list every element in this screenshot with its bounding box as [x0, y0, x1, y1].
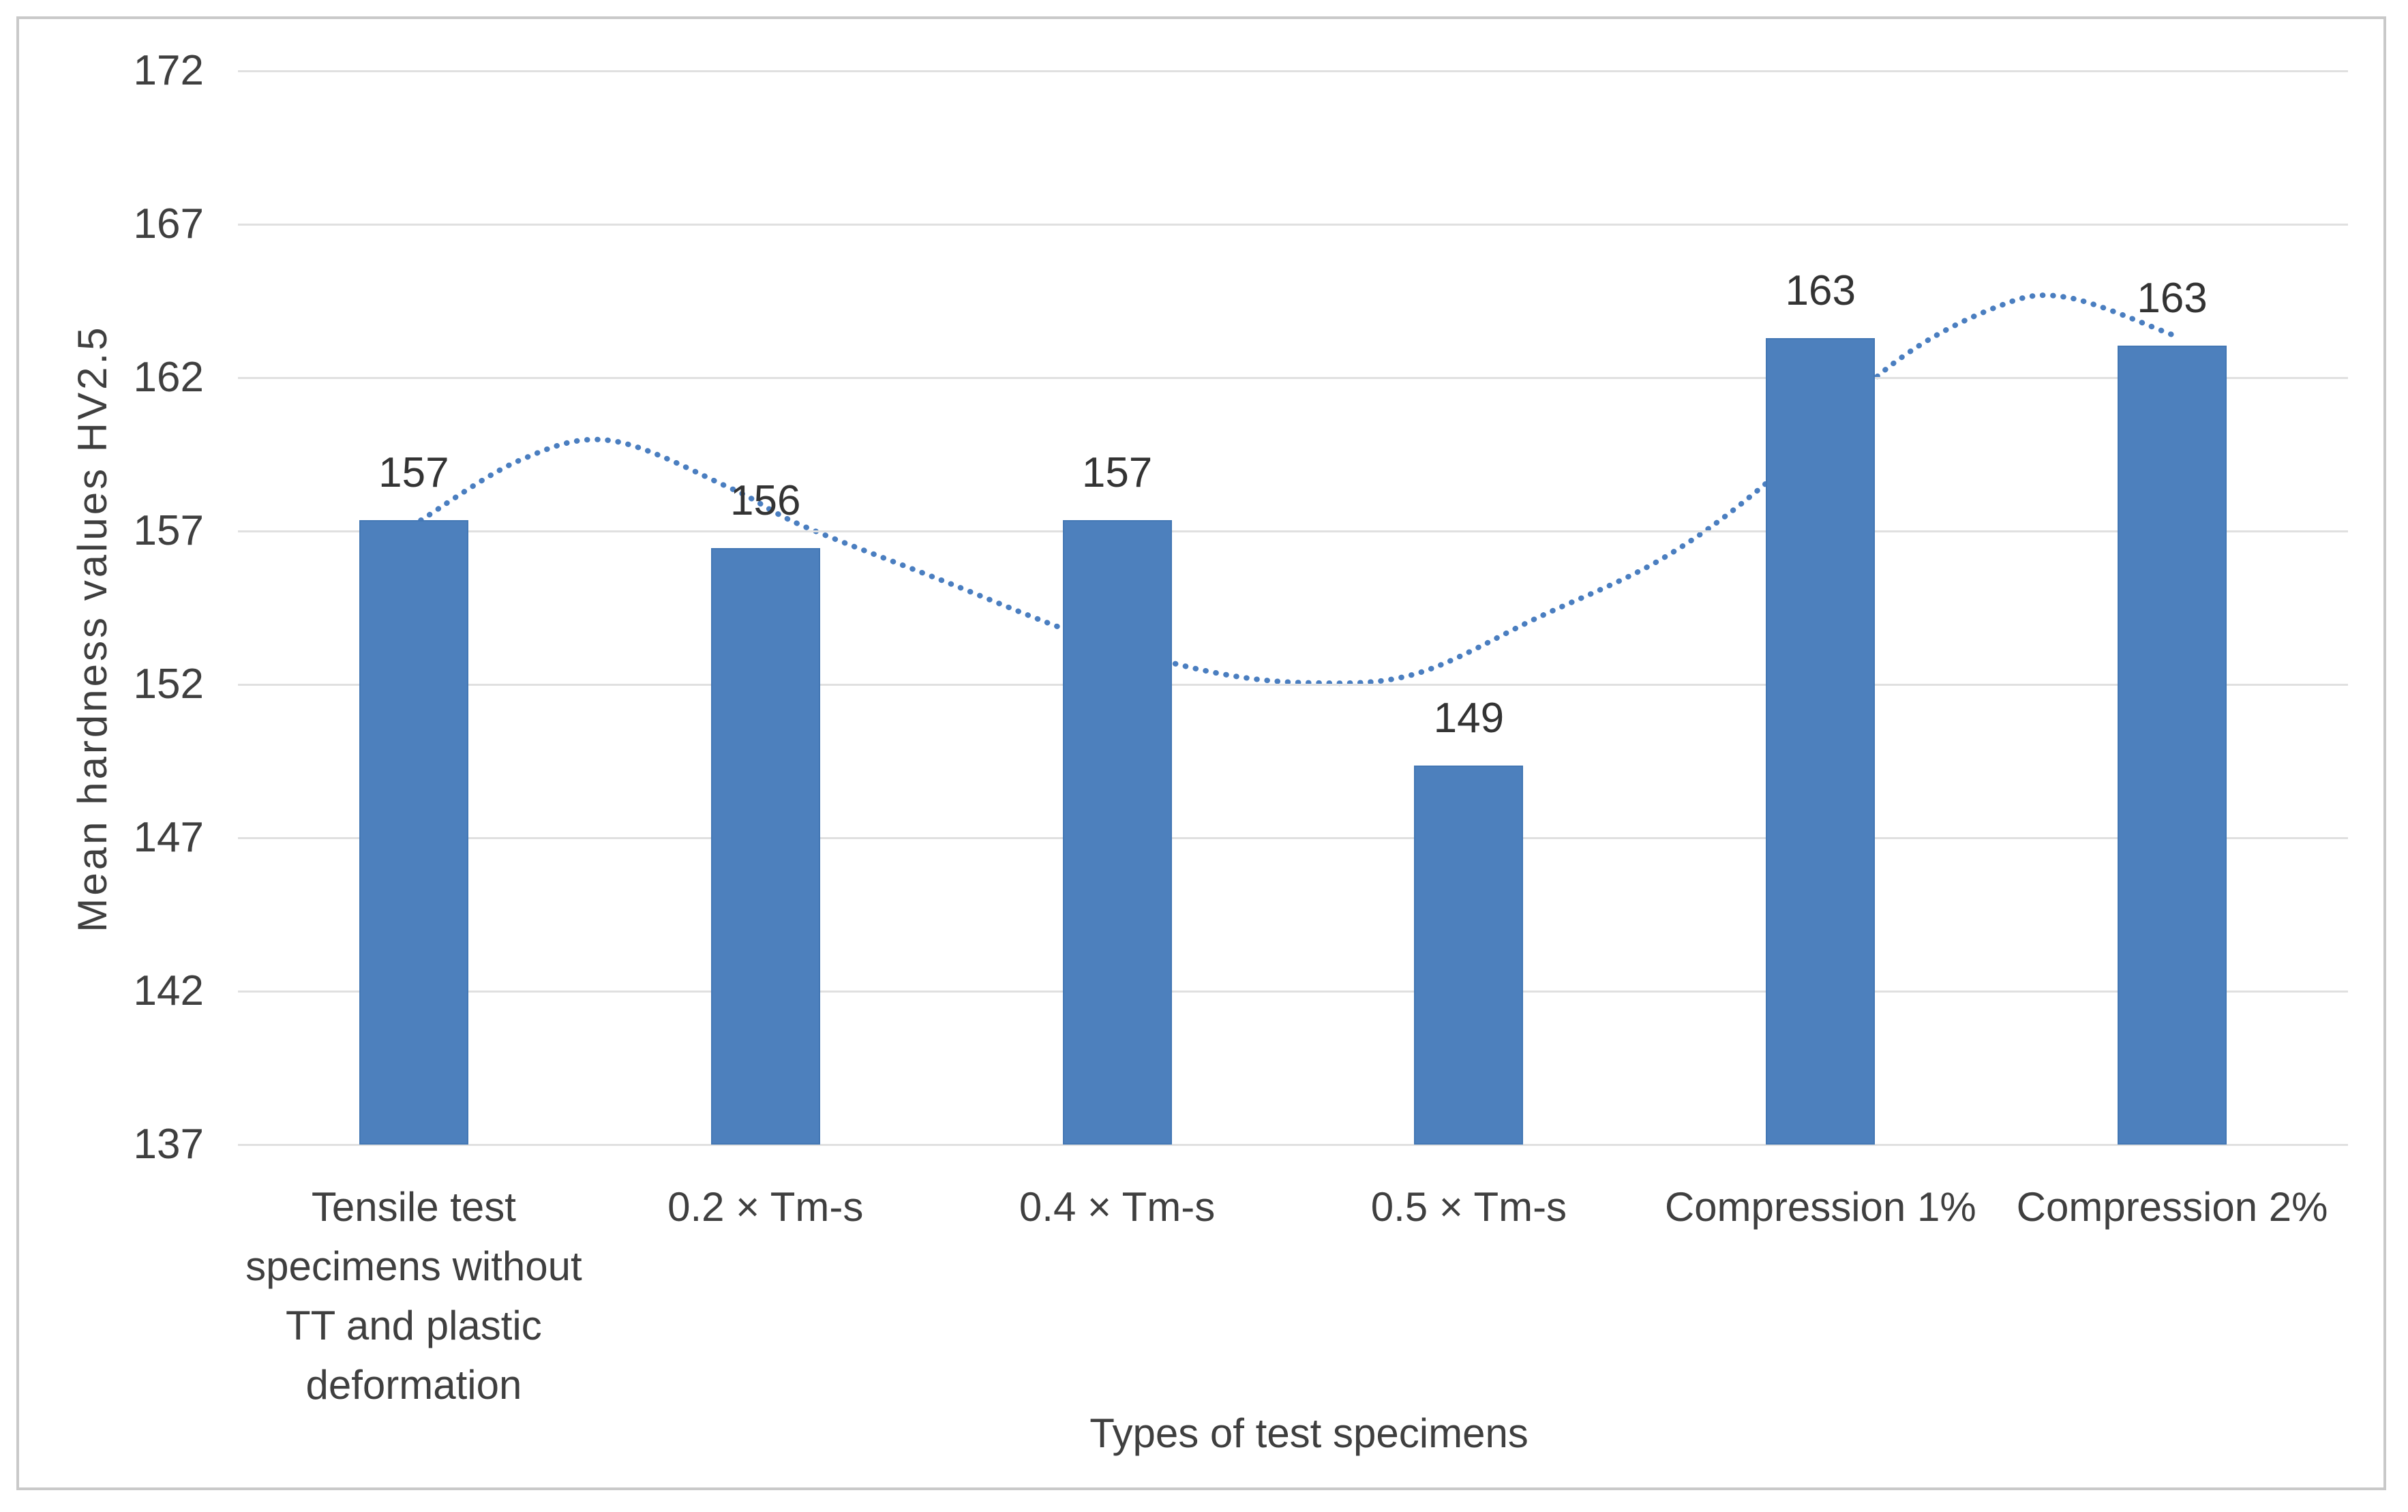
- y-tick-label-147: 147: [133, 814, 204, 861]
- y-tick-label-157: 157: [133, 507, 204, 554]
- bar-5: [1766, 337, 1876, 1145]
- x-category-label-6: Compression 2%: [2016, 1184, 2328, 1230]
- trendline-svg: [418, 292, 2176, 686]
- gridline-137: [238, 1144, 2348, 1146]
- x-category-label-4: 0.5 × Tm-s: [1370, 1184, 1567, 1230]
- y-tick-label-137: 137: [133, 1121, 204, 1168]
- x-category-label-3: 0.4 × Tm-s: [1019, 1184, 1216, 1230]
- bar-4: [1414, 766, 1524, 1145]
- x-category-label-1: Tensile test specimens without TT and pl…: [245, 1184, 582, 1408]
- y-tick-labels-layer: 172 167 162 157 152 147 142 137: [19, 19, 2383, 1487]
- data-label-6: 163: [2137, 274, 2208, 322]
- y-tick-label-172: 172: [133, 47, 204, 94]
- y-tick-label-152: 152: [133, 661, 204, 708]
- data-labels-layer: 157 156 157 149 163 163: [19, 19, 2383, 1487]
- x-axis-title: Types of test specimens: [1089, 1410, 1529, 1456]
- bar-3: [1062, 520, 1172, 1145]
- gridline-162: [238, 377, 2348, 379]
- gridline-157: [238, 530, 2348, 532]
- data-label-1: 157: [378, 449, 449, 497]
- y-axis-title: Mean hardness values HV2.5: [70, 324, 115, 933]
- data-label-5: 163: [1785, 267, 1856, 314]
- gridline-167: [238, 224, 2348, 226]
- data-label-3: 157: [1081, 449, 1153, 497]
- y-tick-label-142: 142: [133, 967, 204, 1014]
- gridline-152: [238, 684, 2348, 686]
- bar-6: [2118, 345, 2227, 1145]
- gridline-172: [238, 70, 2348, 72]
- bars-layer: [19, 19, 2383, 1487]
- dotted-trendline: [418, 292, 2176, 686]
- bar-1: [359, 520, 468, 1145]
- x-category-label-5: Compression 1%: [1664, 1184, 1976, 1230]
- data-label-4: 149: [1433, 695, 1505, 742]
- bar-2: [710, 547, 820, 1145]
- x-category-labels-layer: Tensile test specimens without TT and pl…: [19, 19, 2383, 1487]
- gridline-142: [238, 991, 2348, 993]
- gridlines-layer: [19, 19, 2383, 1487]
- chart-frame: 172 167 162 157 152 147 142 137 157 156 157 149 163…: [16, 16, 2386, 1490]
- y-tick-label-167: 167: [133, 200, 204, 247]
- y-tick-label-162: 162: [133, 354, 204, 401]
- x-category-label-2: 0.2 × Tm-s: [667, 1184, 864, 1230]
- data-label-2: 156: [730, 477, 801, 524]
- gridline-147: [238, 837, 2348, 839]
